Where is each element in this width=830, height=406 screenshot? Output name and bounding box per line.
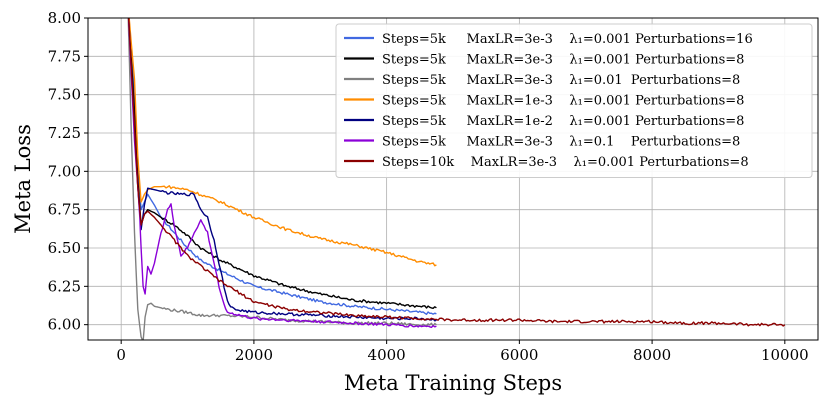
series-line: [128, 18, 437, 315]
y-tick-label: 7.75: [48, 47, 81, 65]
legend-entry: Steps=5k MaxLR=3e-3 λ₁=0.001 Perturbatio…: [382, 32, 753, 47]
legend-entry: Steps=5k MaxLR=3e-3 λ₁=0.1 Perturbations…: [382, 135, 740, 150]
series-line: [128, 18, 437, 309]
series-line: [127, 18, 786, 327]
series-layer: [127, 18, 786, 340]
legend-entry: Steps=5k MaxLR=1e-3 λ₁=0.001 Perturbatio…: [382, 94, 744, 109]
ticks: 0 2000 4000 6000 8000 10000 6.00 6.25 6.50 6.75 7.…: [48, 9, 809, 364]
y-tick-label: 7.25: [48, 124, 81, 142]
x-axis-label: Meta Training Steps: [344, 371, 562, 395]
y-axis-label: Meta Loss: [11, 124, 35, 234]
legend-entry: Steps=10k MaxLR=3e-3 λ₁=0.001 Perturbati…: [382, 155, 749, 170]
legend-entry: Steps=5k MaxLR=3e-3 λ₁=0.001 Perturbatio…: [382, 53, 744, 68]
y-tick-label: 6.25: [48, 277, 81, 295]
y-tick-label: 7.50: [48, 86, 81, 104]
y-tick-label: 7.00: [48, 162, 81, 180]
y-tick-label: 6.50: [48, 239, 81, 257]
legend-box: [335, 23, 813, 178]
y-tick-label: 6.00: [48, 316, 81, 334]
x-tick-label: 10000: [761, 346, 809, 364]
legend: Steps=5k MaxLR=3e-3 λ₁=0.001 Perturbatio…: [335, 23, 813, 178]
series-line: [127, 18, 437, 340]
series-line: [127, 18, 437, 322]
plot-frame: [87, 17, 819, 341]
x-tick-label: 8000: [633, 346, 671, 364]
series-line: [128, 18, 437, 267]
x-tick-label: 2000: [235, 346, 273, 364]
legend-entry: Steps=5k MaxLR=1e-2 λ₁=0.001 Perturbatio…: [382, 114, 744, 129]
x-tick-label: 4000: [368, 346, 406, 364]
x-tick-label: 6000: [500, 346, 538, 364]
x-tick-label: 0: [116, 346, 126, 364]
legend-entry: Steps=5k MaxLR=3e-3 λ₁=0.01 Perturbation…: [382, 73, 740, 88]
series-line: [127, 18, 437, 329]
y-tick-label: 6.75: [48, 201, 81, 219]
y-tick-label: 8.00: [48, 9, 81, 27]
